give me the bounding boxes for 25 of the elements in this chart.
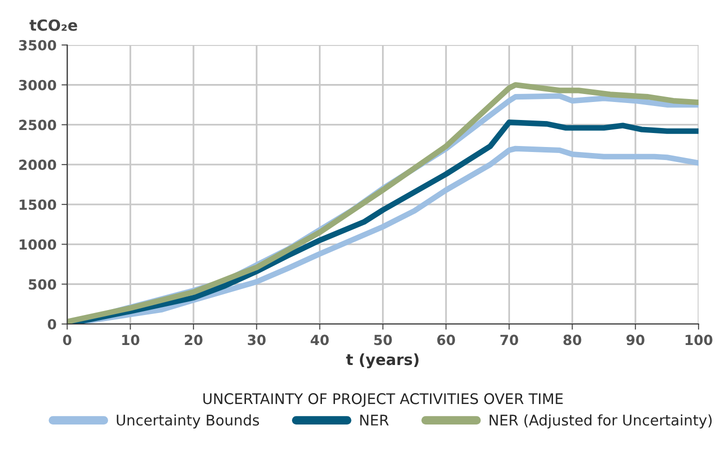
- x-tick-label: 20: [184, 334, 202, 346]
- x-tick-label: 70: [500, 334, 518, 346]
- x-axis-title: t (years): [346, 353, 418, 368]
- x-tick-label: 80: [563, 334, 582, 346]
- y-tick-label: 2500: [19, 120, 56, 130]
- x-tick-label: 60: [437, 334, 456, 346]
- y-tick-label: 500: [28, 279, 56, 290]
- y-tick-label: 1000: [20, 239, 56, 250]
- y-tick-label: 2000: [19, 160, 56, 170]
- y-tick-label: 0: [48, 318, 56, 330]
- legend-title: UNCERTAINTY OF PROJECT ACTIVITIES OVER TIME: [203, 393, 563, 407]
- y-tick-label: 3000: [19, 80, 56, 90]
- x-tick-label: 100: [686, 334, 712, 346]
- x-tick-label: 40: [310, 334, 329, 346]
- x-tick-label: 90: [626, 334, 644, 346]
- y-axis-title: tCO₂e: [30, 19, 78, 31]
- legend-label: NER: [360, 414, 389, 426]
- x-tick-label: 50: [374, 334, 392, 346]
- y-tick-label: 3500: [19, 40, 56, 50]
- x-tick-label: 0: [63, 334, 72, 346]
- y-tick-label: 1500: [20, 199, 56, 210]
- legend-label: Uncertainty Bounds: [116, 414, 259, 428]
- x-tick-label: 30: [248, 334, 266, 346]
- legend-label: NER (Adjusted for Uncertainty): [490, 414, 712, 428]
- x-tick-label: 10: [122, 334, 140, 346]
